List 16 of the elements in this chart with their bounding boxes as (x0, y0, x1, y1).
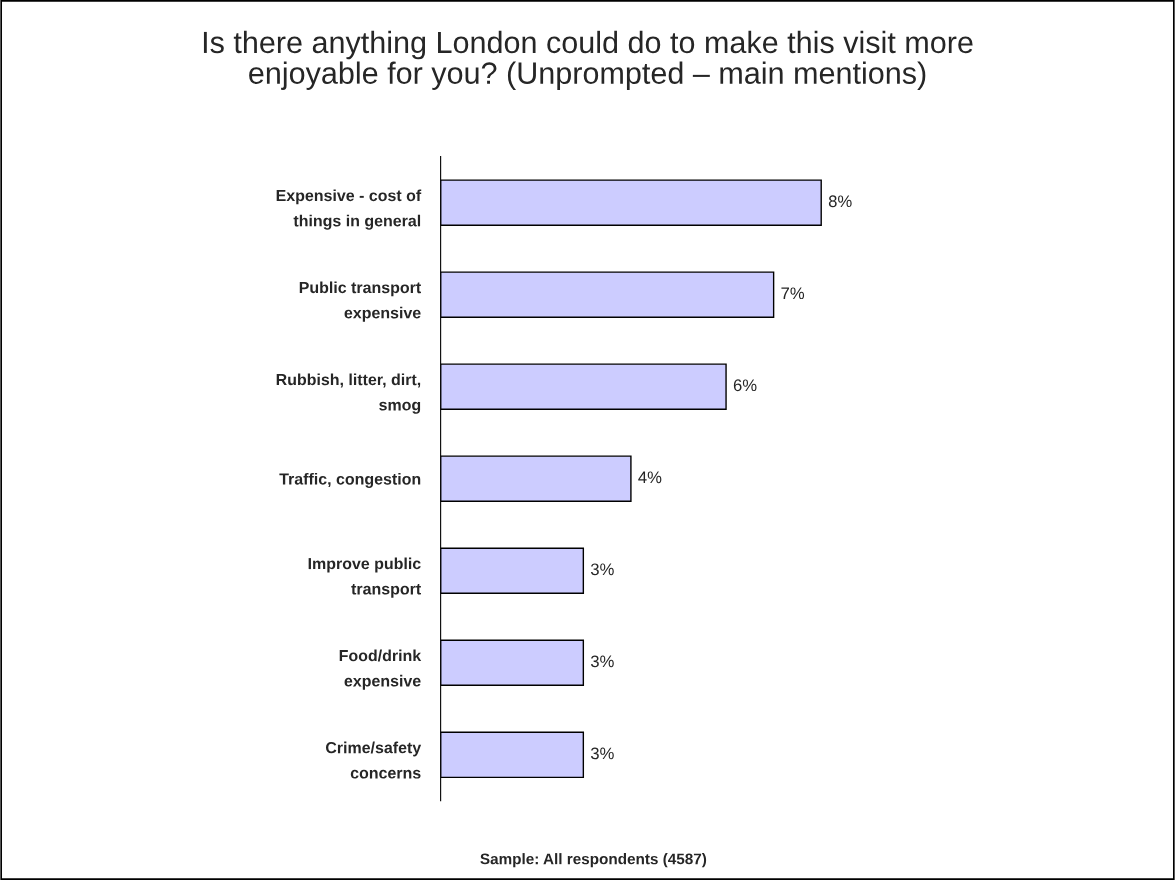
y-tick-label: Expensive - cost of things in general (276, 189, 422, 230)
y-tick-label: Crime/safety concerns (325, 741, 422, 779)
data-label: 7% (781, 287, 805, 300)
data-label: 4% (638, 471, 662, 484)
y-tick-label: Food/drink expensive (339, 649, 422, 690)
data-label: 3% (590, 747, 614, 760)
data-label: 3% (590, 563, 614, 576)
y-tick-label: Public transport expensive (299, 281, 421, 322)
data-label: 8% (828, 195, 852, 208)
data-label: 3% (590, 655, 614, 668)
y-tick-label: Improve public transport (308, 557, 421, 598)
data-label: 6% (733, 379, 757, 392)
chart-title: Is there anything London could do to make this visit more enjoyable for you? (Unprompted – main mentions) (203, 30, 973, 90)
y-tick-label: Traffic, congestion (279, 472, 421, 488)
y-tick-label: Rubbish, litter, dirt, smog (276, 373, 421, 414)
text: Sample: All respondents (4587) (480, 853, 707, 868)
